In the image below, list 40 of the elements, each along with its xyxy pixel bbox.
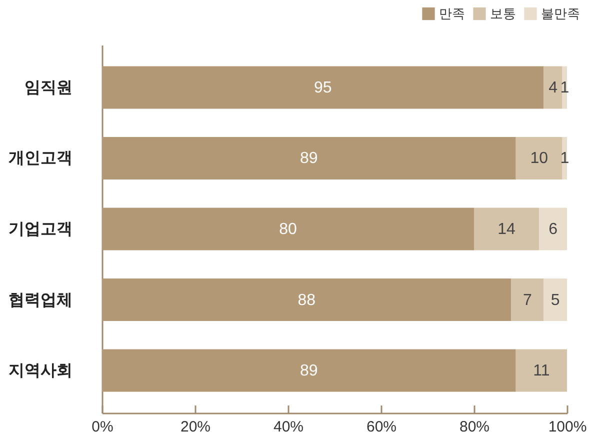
x-tick-label: 20% [180,418,211,436]
bar [511,278,544,321]
x-tick-label: 40% [273,418,304,436]
data-label: 14 [498,221,516,238]
x-tick-label: 100% [548,418,587,436]
bar [102,208,474,250]
data-label: 80 [279,221,297,238]
x-tick-label: 80% [459,418,490,436]
data-label: 10 [530,150,548,168]
y-tick-label: 기업고객 [8,221,72,238]
data-label: 89 [300,362,318,380]
y-tick-label: 개인고객 [8,150,72,168]
y-tick-label: 임직원 [24,79,72,96]
legend-label: 불만족 [541,6,580,21]
bar [102,278,512,321]
data-label: 7 [523,292,532,309]
bar [539,208,567,250]
data-label: 11 [533,362,550,380]
data-label: 1 [560,150,570,168]
bar [544,66,562,109]
data-label: 88 [298,292,316,309]
legend-label: 만족 [439,6,465,21]
bar [102,137,516,180]
x-tick-label: 0% [92,418,114,436]
y-tick-label: 협력업체 [8,292,72,309]
bar [516,137,562,180]
data-label: 6 [548,221,558,238]
bar [544,278,567,321]
data-label: 5 [550,292,560,309]
x-tick-label: 60% [366,418,397,436]
legend-label: 보통 [490,6,516,21]
data-label: 4 [548,79,558,96]
bar [102,66,544,109]
data-label: 95 [314,79,332,96]
bar [516,349,567,392]
data-label: 1 [560,79,570,96]
bar [474,208,540,250]
data-label: 89 [300,150,318,168]
bar [102,349,516,392]
y-tick-label: 지역사회 [8,362,72,380]
